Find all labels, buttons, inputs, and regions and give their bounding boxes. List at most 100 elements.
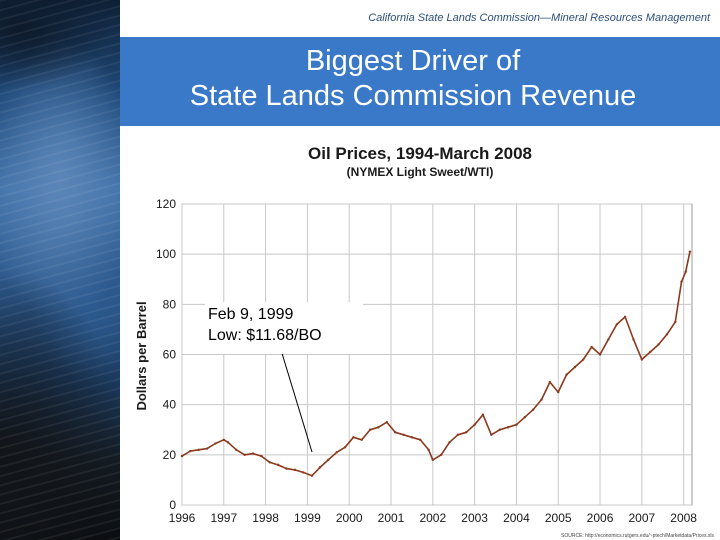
- y-tick-label: 60: [163, 348, 177, 362]
- data-point: [410, 436, 414, 439]
- data-point: [515, 423, 518, 426]
- data-point: [448, 441, 451, 444]
- data-point: [565, 373, 568, 376]
- x-tick-label: 2003: [461, 511, 488, 525]
- data-point: [402, 433, 405, 436]
- data-point: [640, 358, 644, 361]
- x-tick-label: 1999: [294, 511, 321, 525]
- data-point: [385, 421, 389, 424]
- annotation-value: Low: $11.68/BO: [208, 327, 322, 344]
- data-point: [318, 466, 322, 469]
- coastline-photo: [0, 0, 120, 540]
- data-point: [481, 413, 485, 416]
- data-point: [615, 323, 618, 326]
- y-axis-label: Dollars per Barrel: [134, 301, 149, 410]
- x-tick-label: 2002: [419, 511, 446, 525]
- x-tick-label: 2000: [336, 511, 363, 525]
- data-point: [456, 433, 460, 436]
- data-point: [427, 448, 430, 452]
- axis-ticks: 0 20 40 60 80 100 120 1996 1997 1998 1999 2000 2001 2…: [156, 197, 697, 525]
- data-point: [465, 431, 468, 434]
- data-point: [439, 453, 443, 457]
- x-tick-label: 2005: [545, 511, 572, 525]
- slide-subtitle: California State Lands Commission—Minera…: [368, 12, 710, 24]
- header-band: [120, 0, 720, 37]
- x-tick-label: 2001: [378, 511, 405, 525]
- series-group: [180, 250, 692, 477]
- data-point: [540, 398, 543, 401]
- y-tick-label: 40: [163, 398, 177, 412]
- data-point: [189, 449, 192, 453]
- data-point: [674, 320, 677, 324]
- x-tick-label: 1997: [210, 511, 237, 525]
- data-point: [360, 438, 363, 441]
- y-tick-label: 80: [163, 297, 177, 311]
- data-point: [548, 380, 552, 384]
- data-point: [214, 442, 217, 445]
- x-tick-label: 2004: [503, 511, 530, 525]
- slide-title: Biggest Driver of State Lands Commission…: [120, 44, 706, 114]
- data-point: [243, 453, 246, 457]
- data-point: [268, 461, 271, 464]
- data-point: [431, 458, 435, 462]
- data-point: [285, 467, 288, 470]
- data-point: [688, 250, 692, 253]
- data-point: [607, 338, 610, 341]
- data-point: [557, 390, 560, 394]
- data-point: [205, 447, 209, 450]
- data-point: [235, 448, 238, 452]
- y-tick-label: 100: [156, 247, 176, 261]
- data-point: [665, 333, 669, 336]
- x-tick-label: 2006: [587, 511, 614, 525]
- x-tick-label: 1996: [169, 511, 196, 525]
- series-line: [181, 251, 691, 477]
- data-point: [197, 448, 200, 452]
- data-point: [684, 270, 687, 273]
- chart-title: Oil Prices, 1994-March 2008: [308, 144, 532, 163]
- annotation-date: Feb 9, 1999: [208, 306, 294, 323]
- data-point: [260, 454, 263, 458]
- source-note: SOURCE: http://economics.rutgers.edu/~pt…: [561, 533, 714, 539]
- data-point: [393, 431, 397, 434]
- data-point: [226, 441, 230, 444]
- oil-price-chart: Oil Prices, 1994-March 2008 (NYMEX Light…: [134, 144, 714, 539]
- chart-subtitle: (NYMEX Light Sweet/WTI): [347, 165, 494, 179]
- annotation-pointer: [280, 349, 313, 453]
- data-point: [531, 408, 535, 411]
- y-tick-label: 120: [156, 197, 176, 211]
- x-tick-label: 2008: [670, 511, 697, 525]
- data-point: [582, 358, 585, 361]
- x-tick-label: 1998: [252, 511, 279, 525]
- data-point: [251, 452, 255, 455]
- data-point: [352, 436, 355, 439]
- data-point: [276, 463, 280, 467]
- data-point: [490, 433, 493, 436]
- y-tick-label: 20: [163, 448, 177, 462]
- data-point: [473, 423, 476, 426]
- data-point: [680, 280, 683, 283]
- data-point: [648, 350, 652, 354]
- title-band: [120, 37, 720, 126]
- slide-title-line-1: Biggest Driver of: [305, 45, 521, 77]
- data-point: [302, 471, 305, 474]
- data-point: [506, 426, 510, 429]
- data-point: [310, 474, 314, 477]
- data-point: [419, 438, 422, 441]
- data-point: [377, 426, 380, 429]
- low-point-annotation: Feb 9, 1999 Low: $11.68/BO: [205, 302, 363, 354]
- y-tick-label: 0: [169, 498, 176, 512]
- data-point: [657, 343, 660, 346]
- data-point: [498, 428, 501, 431]
- data-point: [343, 446, 347, 449]
- data-point: [180, 454, 184, 458]
- data-point: [222, 438, 226, 441]
- x-tick-label: 2007: [628, 511, 655, 525]
- data-point: [335, 451, 338, 454]
- data-point: [293, 468, 297, 472]
- data-point: [523, 416, 526, 419]
- data-point: [590, 345, 593, 349]
- data-point: [368, 428, 372, 431]
- data-point: [573, 365, 577, 369]
- data-point: [632, 338, 635, 341]
- grid: [181, 203, 693, 506]
